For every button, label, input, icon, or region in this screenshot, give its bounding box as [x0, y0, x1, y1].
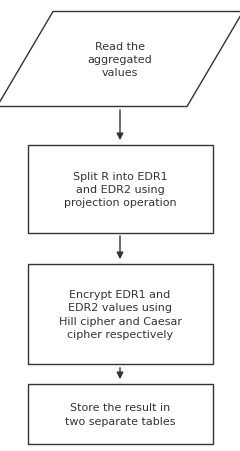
Text: Store the result in
two separate tables: Store the result in two separate tables [65, 402, 175, 426]
Text: Encrypt EDR1 and
EDR2 values using
Hill cipher and Caesar
cipher respectively: Encrypt EDR1 and EDR2 values using Hill … [59, 290, 181, 339]
Bar [28, 264, 212, 364]
Text: Split R into EDR1
and EDR2 using
projection operation: Split R into EDR1 and EDR2 using project… [64, 171, 176, 208]
Text: Read the
aggregated
values: Read the aggregated values [88, 41, 152, 78]
Bar [28, 146, 212, 234]
Polygon shape [0, 13, 240, 107]
Bar [28, 384, 212, 444]
